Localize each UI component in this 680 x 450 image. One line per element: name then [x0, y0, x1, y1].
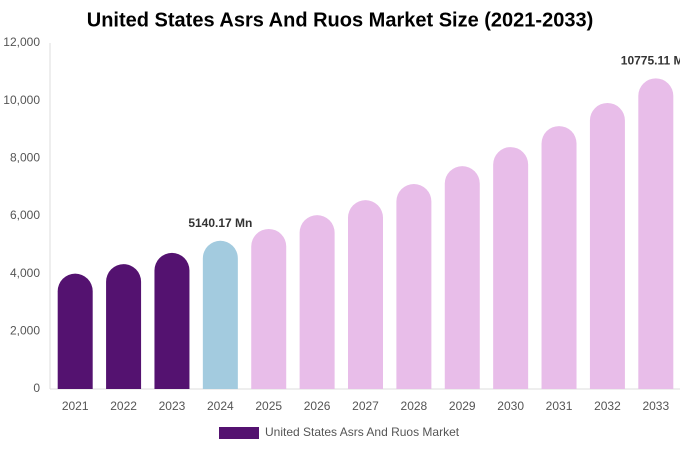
x-tick-label: 2026 — [304, 399, 331, 413]
bar — [57, 273, 93, 389]
y-tick-label: 12,000 — [3, 35, 40, 49]
bar — [348, 200, 383, 389]
x-tick-label: 2029 — [449, 399, 476, 413]
x-tick-label: 2025 — [255, 399, 282, 413]
y-tick-label: 10,000 — [3, 93, 40, 107]
bar — [396, 183, 432, 389]
bar — [299, 215, 335, 389]
bar — [541, 126, 577, 390]
x-tick-label: 2021 — [62, 399, 89, 413]
x-tick-label: 2024 — [207, 399, 234, 413]
bar — [589, 102, 625, 390]
x-tick-label: 2032 — [594, 399, 621, 413]
y-tick-label: 0 — [33, 381, 40, 395]
legend-label: United States Asrs And Ruos Market — [265, 425, 460, 439]
x-tick-label: 2033 — [642, 399, 669, 413]
chart-title: United States Asrs And Ruos Market Size … — [87, 9, 593, 31]
bar — [638, 78, 674, 390]
bar — [251, 228, 287, 389]
x-tick-label: 2023 — [159, 399, 186, 413]
bar — [444, 166, 480, 389]
y-tick-label: 2,000 — [10, 324, 40, 338]
x-tick-label: 2027 — [352, 399, 379, 413]
bar — [202, 240, 238, 389]
legend-swatch — [219, 427, 259, 439]
y-tick-label: 4,000 — [10, 266, 40, 280]
value-label: 5140.17 Mn — [188, 216, 252, 230]
y-tick-label: 6,000 — [10, 208, 40, 222]
x-tick-label: 2030 — [497, 399, 524, 413]
value-label: 10775.11 Mn — [621, 53, 680, 67]
bar — [154, 252, 190, 389]
y-tick-label: 8,000 — [10, 151, 40, 165]
x-tick-label: 2028 — [401, 399, 428, 413]
x-tick-label: 2031 — [546, 399, 573, 413]
bar — [106, 264, 142, 389]
x-tick-label: 2022 — [110, 399, 137, 413]
bar — [493, 147, 529, 389]
